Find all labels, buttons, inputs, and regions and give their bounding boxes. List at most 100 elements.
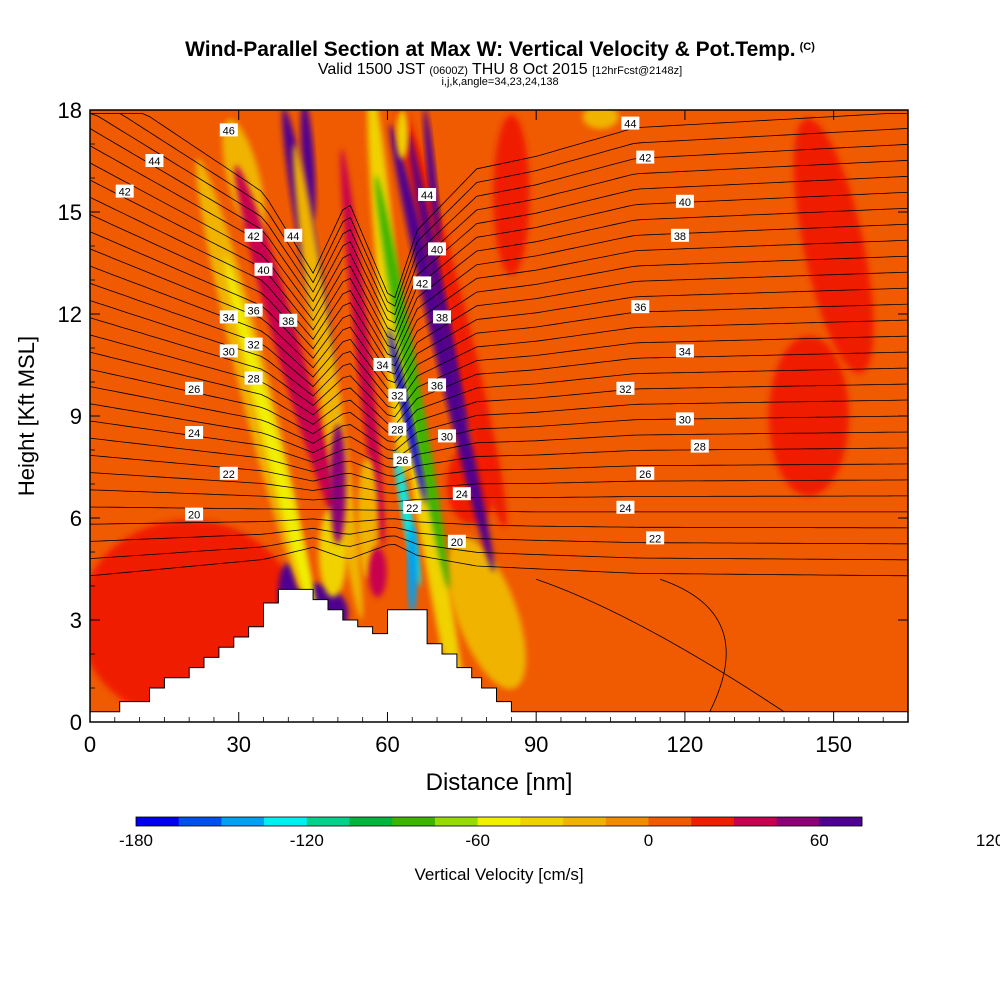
contour-label: 30 [441,431,453,443]
velocity-area [447,537,526,690]
colorbar-swatch [520,817,564,826]
colorbar-tick-label: -180 [119,831,153,850]
chart-title: Wind-Parallel Section at Max W: Vertical… [185,38,815,61]
contour-label: 20 [451,537,463,549]
velocity-area [340,149,385,547]
isentrope [90,543,908,577]
velocity-area [375,175,450,589]
isentrope [90,369,908,443]
y-tick-label: 15 [58,200,82,225]
contour-label-box [403,500,422,514]
contour-label: 44 [421,190,433,202]
velocity-area [389,123,495,573]
contour-label-box [418,188,437,201]
contour-label-box [428,378,447,392]
isentrope [90,489,908,503]
colorbar-swatch [733,817,777,826]
contour-label-box [219,466,238,480]
contour-label: 30 [223,346,235,358]
chart-subtitle: Valid 1500 JST (0600Z) THU 8 Oct 2015 [1… [317,61,683,78]
contour-label-box [428,242,447,256]
isentrope [90,386,908,452]
contour-label: 40 [257,265,269,277]
contour-label-box [675,412,694,426]
contour-label: 38 [674,231,686,243]
contour-label-box [616,381,635,395]
contour-label: 36 [634,302,646,314]
isentrope [90,113,908,299]
contour-label-box [219,310,238,324]
contour-label: 38 [282,316,294,328]
colorbar-swatch [434,817,478,826]
colorbar-swatch [264,817,308,826]
velocity-area [423,110,441,248]
isentrope [90,282,908,401]
contour-label: 24 [188,428,200,440]
terrain [89,588,909,723]
y-tick-label: 9 [70,404,82,429]
colorbar: -180 -120 -60 0 60 120 [119,816,1000,850]
terrain-layer [89,588,909,723]
contour-label-box [244,303,263,317]
colorbar-swatch [349,817,393,826]
isentrope [90,535,908,561]
isentrope [90,334,908,426]
isentrope [90,506,908,513]
contour-label: 46 [223,125,235,137]
contour-label: 32 [619,384,631,396]
contour-label-box [670,228,689,242]
contour-label-box [621,116,640,130]
contour-label: 34 [376,360,388,372]
y-axis-label: Height [Kft MSL] [14,336,39,496]
velocity-area [407,132,467,428]
contour-label: 44 [148,156,160,168]
contour-label: 42 [119,187,131,199]
contour-label-box [447,534,466,548]
contour-label: 42 [416,278,428,290]
velocity-area [407,524,418,614]
isentrope [90,145,908,333]
velocity-area [493,115,530,275]
vertical-velocity-field [90,110,908,722]
contour-label: 42 [639,153,651,165]
velocity-area [582,110,619,129]
contour-label-box [675,344,694,358]
x-tick-label: 30 [226,732,250,757]
colorbar-swatch [648,817,692,826]
contour-label-box [432,310,451,324]
contour-label: 36 [247,306,259,318]
colorbar-frame [135,816,863,827]
contour-label: 34 [223,312,235,324]
contour-label-box [388,422,407,436]
contour-label: 30 [679,414,691,426]
x-tick-label: 120 [667,732,704,757]
contour-label-box [388,388,407,402]
contour-label: 40 [431,244,443,256]
isentrope [90,113,908,316]
contour-label-box [393,453,412,467]
contour-label-box [254,262,273,276]
y-tick-label: 3 [70,608,82,633]
colorbar-label: Vertical Velocity [cm/s] [414,865,583,884]
velocity-area [234,165,342,531]
y-tick-label: 6 [70,506,82,531]
colorbar-swatch [477,817,521,826]
contour-label-box [616,500,635,514]
contour-label: 44 [624,119,636,131]
isentrope [90,196,908,358]
contour-label: 22 [406,503,418,515]
contour-label-box [185,507,204,521]
isentrope [90,317,908,418]
contour-label: 20 [188,510,200,522]
velocity-area [368,547,387,598]
colorbar-swatch [392,817,436,826]
isentrope [90,526,908,545]
contour-label: 32 [391,391,403,403]
chart-indices: i,j,k,angle=34,23,24,138 [441,76,559,88]
velocity-area [224,255,323,645]
contour-label-box [373,358,392,371]
colorbar-swatch [563,817,607,826]
contour-label: 28 [694,442,706,454]
